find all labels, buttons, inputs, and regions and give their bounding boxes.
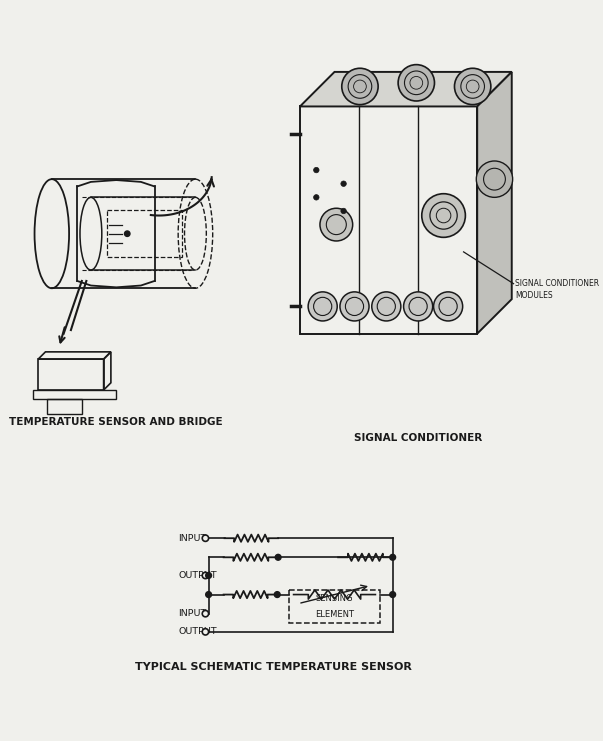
Circle shape: [342, 68, 378, 104]
Circle shape: [341, 181, 346, 187]
Text: OUTPUT: OUTPUT: [178, 571, 217, 580]
Text: INPUT: INPUT: [178, 609, 206, 618]
Circle shape: [455, 68, 491, 104]
Circle shape: [125, 231, 130, 236]
Text: SENSING: SENSING: [316, 594, 353, 602]
Polygon shape: [477, 72, 512, 333]
Bar: [38, 359, 104, 390]
Circle shape: [314, 167, 319, 173]
Circle shape: [390, 591, 396, 597]
Polygon shape: [300, 72, 512, 107]
Circle shape: [274, 591, 280, 597]
Circle shape: [314, 195, 319, 200]
Circle shape: [398, 64, 435, 101]
Text: TYPICAL SCHEMATIC TEMPERATURE SENSOR: TYPICAL SCHEMATIC TEMPERATURE SENSOR: [135, 662, 412, 672]
Circle shape: [403, 292, 433, 321]
Text: INPUT: INPUT: [178, 534, 206, 542]
Text: OUTPUT: OUTPUT: [178, 628, 217, 637]
Circle shape: [390, 554, 396, 560]
Circle shape: [421, 193, 466, 237]
Text: ELEMENT: ELEMENT: [315, 610, 354, 619]
Circle shape: [434, 292, 463, 321]
Circle shape: [476, 161, 513, 197]
Circle shape: [202, 572, 209, 579]
Text: TEMPERATURE SENSOR AND BRIDGE: TEMPERATURE SENSOR AND BRIDGE: [9, 416, 223, 427]
Circle shape: [341, 208, 346, 213]
Bar: [47, 399, 82, 413]
Bar: [33, 390, 116, 399]
Circle shape: [320, 208, 353, 241]
Circle shape: [206, 573, 212, 579]
Bar: [289, 590, 380, 622]
Circle shape: [202, 535, 209, 542]
Bar: [300, 107, 477, 333]
Circle shape: [202, 628, 209, 635]
Text: SIGNAL CONDITIONER: SIGNAL CONDITIONER: [355, 433, 483, 443]
Text: SIGNAL CONDITIONER
MODULES: SIGNAL CONDITIONER MODULES: [516, 279, 599, 300]
Circle shape: [372, 292, 401, 321]
Circle shape: [308, 292, 337, 321]
Circle shape: [275, 554, 281, 560]
Circle shape: [206, 591, 212, 597]
Circle shape: [202, 611, 209, 617]
Circle shape: [340, 292, 369, 321]
Bar: [107, 210, 182, 257]
